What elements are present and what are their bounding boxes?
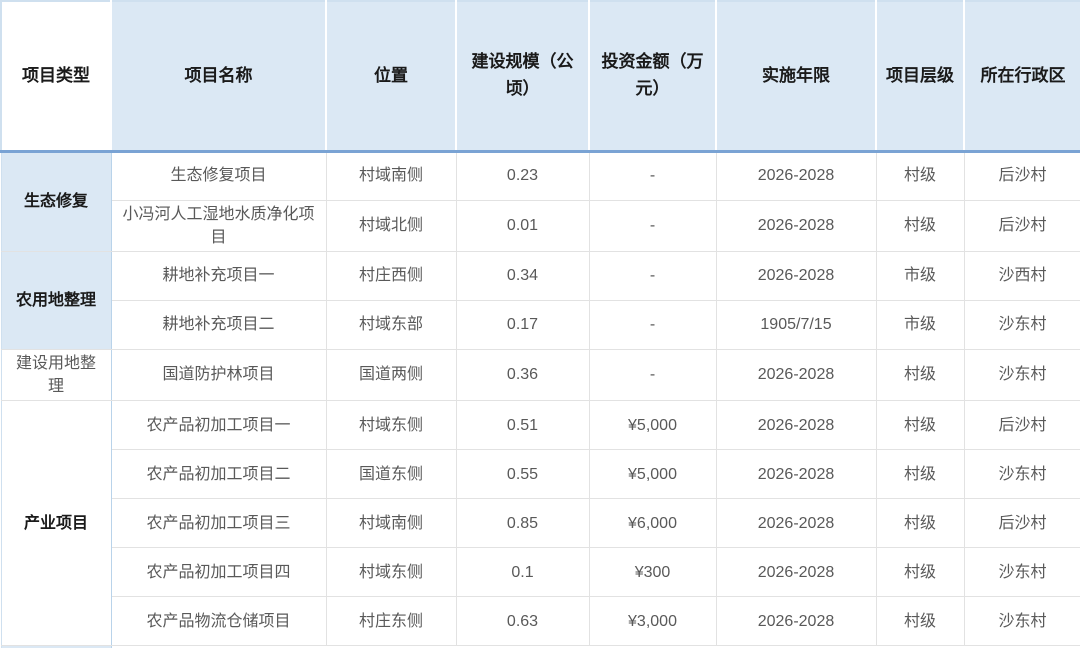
table-row: 生态修复 生态修复项目 村域南侧 0.23 - 2026-2028 村级 后沙村	[0, 150, 1080, 252]
cell-district: 后沙村	[963, 199, 1080, 252]
group-cell-farmland-consolidation: 农用地整理	[0, 250, 112, 350]
cell-project-name: 生态修复项目	[110, 150, 327, 201]
cell-years: 2026-2028	[715, 449, 877, 500]
cell-district: 沙东村	[963, 348, 1080, 402]
cell-level: 村级	[875, 547, 965, 598]
cell-level: 市级	[875, 250, 965, 301]
cell-project-name: 耕地补充项目一	[110, 250, 327, 301]
cell-project-name: 农产品物流仓储项目	[110, 596, 327, 647]
cell-location: 村域北侧	[325, 199, 457, 252]
clipped-row-cells	[111, 645, 1080, 648]
table-row: 农产品初加工项目三 村域南侧 0.85 ¥6,000 2026-2028 村级 …	[1, 498, 1080, 549]
cell-investment: ¥5,000	[588, 449, 717, 500]
cell-project-name: 农产品初加工项目四	[110, 547, 327, 598]
cell-project-name: 国道防护林项目	[110, 348, 327, 402]
cell-level: 村级	[875, 596, 965, 647]
col-header-project-type: 项目类型	[0, 0, 112, 153]
cell-level: 村级	[875, 348, 965, 402]
table-row: 农产品初加工项目二 国道东侧 0.55 ¥5,000 2026-2028 村级 …	[1, 449, 1080, 500]
table-row: 建设用地整理 国道防护林项目 国道两侧 0.36 - 2026-2028 村级 …	[0, 348, 1080, 402]
cell-years: 2026-2028	[715, 150, 877, 201]
cell-scale: 0.17	[455, 299, 590, 350]
cell-investment: ¥3,000	[588, 596, 717, 647]
col-header-investment: 投资金额（万元）	[588, 0, 717, 153]
table-row: 农产品初加工项目四 村域东侧 0.1 ¥300 2026-2028 村级 沙东村	[1, 547, 1080, 598]
cell-scale: 0.34	[455, 250, 590, 301]
col-header-level: 项目层级	[875, 0, 965, 153]
group-cell-ecological-restoration: 生态修复	[0, 150, 112, 252]
cell-location: 村庄西侧	[325, 250, 457, 301]
cell-district: 沙东村	[963, 449, 1080, 500]
cell-investment: -	[588, 299, 717, 350]
cell-years: 2026-2028	[715, 250, 877, 301]
cell-district: 后沙村	[963, 150, 1080, 201]
col-header-location: 位置	[325, 0, 457, 153]
cell-scale: 0.36	[455, 348, 590, 402]
cell-investment: ¥5,000	[588, 400, 717, 451]
cell-project-name: 耕地补充项目二	[110, 299, 327, 350]
cell-location: 村域东部	[325, 299, 457, 350]
cell-district: 后沙村	[963, 400, 1080, 451]
group-cell-construction-land-consolidation: 建设用地整理	[0, 348, 112, 402]
cell-district: 后沙村	[963, 498, 1080, 549]
cell-location: 村域东侧	[325, 400, 457, 451]
cell-investment: -	[588, 150, 717, 201]
cell-years: 2026-2028	[715, 547, 877, 598]
group-cell-industrial-projects: 产业项目	[0, 400, 112, 647]
cell-scale: 0.55	[455, 449, 590, 500]
cell-level: 市级	[875, 299, 965, 350]
cell-years: 1905/7/15	[715, 299, 877, 350]
cell-location: 村域南侧	[325, 150, 457, 201]
group-label: 建设用地整理	[15, 354, 96, 396]
cell-level: 村级	[875, 150, 965, 201]
cell-district: 沙西村	[963, 250, 1080, 301]
cell-scale: 0.51	[455, 400, 590, 451]
cell-location: 国道东侧	[325, 449, 457, 500]
cell-level: 村级	[875, 199, 965, 252]
clipped-next-row	[0, 645, 1080, 648]
cell-years: 2026-2028	[715, 199, 877, 252]
clipped-group-cell	[0, 645, 112, 648]
cell-district: 沙东村	[963, 596, 1080, 647]
cell-project-name: 小冯河人工湿地水质净化项目	[110, 199, 327, 252]
cell-level: 村级	[875, 498, 965, 549]
table-row: 产业项目 农产品初加工项目一 村域东侧 0.51 ¥5,000 2026-202…	[0, 400, 1080, 647]
cell-location: 国道两侧	[325, 348, 457, 402]
col-header-years: 实施年限	[715, 0, 877, 153]
cell-years: 2026-2028	[715, 400, 877, 451]
cell-scale: 0.63	[455, 596, 590, 647]
table-row: 耕地补充项目二 村域东部 0.17 - 1905/7/15 市级 沙东村	[1, 299, 1080, 350]
cell-scale: 0.85	[455, 498, 590, 549]
col-header-scale: 建设规模（公顷）	[455, 0, 590, 153]
cell-investment: ¥300	[588, 547, 717, 598]
table-row: 农产品物流仓储项目 村庄东侧 0.63 ¥3,000 2026-2028 村级 …	[1, 596, 1080, 647]
table-row: 农用地整理 耕地补充项目一 村庄西侧 0.34 - 2026-2028 市级 沙…	[0, 250, 1080, 350]
cell-years: 2026-2028	[715, 596, 877, 647]
cell-investment: ¥6,000	[588, 498, 717, 549]
cell-location: 村域东侧	[325, 547, 457, 598]
cell-scale: 0.01	[455, 199, 590, 252]
cell-investment: -	[588, 250, 717, 301]
cell-project-name: 农产品初加工项目一	[110, 400, 327, 451]
cell-years: 2026-2028	[715, 348, 877, 402]
cell-investment: -	[588, 348, 717, 402]
col-header-project-name: 项目名称	[110, 0, 327, 153]
cell-project-name: 农产品初加工项目三	[110, 498, 327, 549]
cell-level: 村级	[875, 400, 965, 451]
cell-project-name: 农产品初加工项目二	[110, 449, 327, 500]
cell-level: 村级	[875, 449, 965, 500]
cell-investment: -	[588, 199, 717, 252]
cell-location: 村庄东侧	[325, 596, 457, 647]
table-row: 小冯河人工湿地水质净化项目 村域北侧 0.01 - 2026-2028 村级 后…	[1, 199, 1080, 252]
header-row: 项目类型 项目名称 位置 建设规模（公顷） 投资金额（万元） 实施年限 项目层级…	[0, 0, 1080, 153]
cell-scale: 0.23	[455, 150, 590, 201]
cell-district: 沙东村	[963, 299, 1080, 350]
cell-scale: 0.1	[455, 547, 590, 598]
cell-location: 村域南侧	[325, 498, 457, 549]
col-header-district: 所在行政区	[963, 0, 1080, 153]
cell-district: 沙东村	[963, 547, 1080, 598]
cell-years: 2026-2028	[715, 498, 877, 549]
